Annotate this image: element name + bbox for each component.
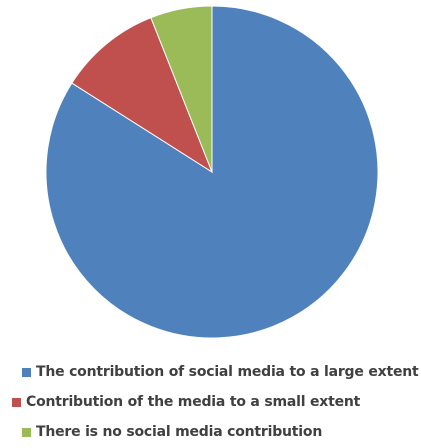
pie-slice-small-extent xyxy=(71,17,214,174)
legend-label-no-contribution: There is no social media contribution xyxy=(36,424,323,440)
legend-swatch-small-extent xyxy=(12,397,21,407)
legend-swatch-large-extent xyxy=(22,367,31,377)
pie-slice-no-contribution xyxy=(150,5,213,173)
legend-label-large-extent: The contribution of social media to a la… xyxy=(36,364,419,380)
legend-label-small-extent: Contribution of the media to a small ext… xyxy=(26,394,361,410)
legend-item-large-extent: The contribution of social media to a la… xyxy=(22,360,419,384)
pie-chart xyxy=(45,5,379,339)
legend-item-small-extent: Contribution of the media to a small ext… xyxy=(12,390,360,414)
legend-swatch-no-contribution xyxy=(22,427,31,437)
legend-item-no-contribution: There is no social media contribution xyxy=(22,420,322,444)
